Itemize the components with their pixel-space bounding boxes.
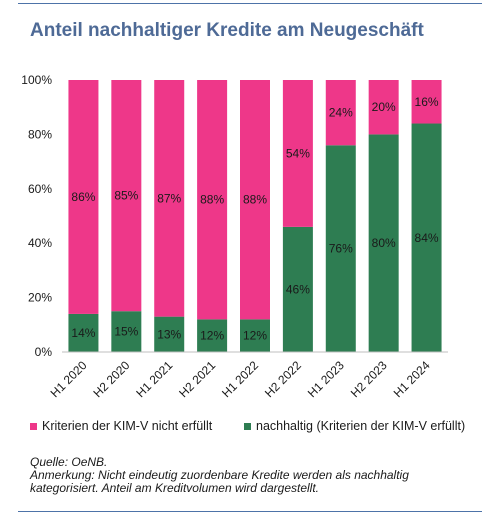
x-tick-label: H1 2024 [391,358,433,400]
data-label-nachhaltig: 80% [372,236,396,250]
y-tick-label: 60% [28,182,52,196]
x-tick-label: H1 2020 [48,358,90,400]
data-label-nicht-erfuellt: 54% [286,146,310,160]
bar-nicht-erfuellt [411,80,442,124]
bar-nachhaltig [111,311,142,352]
data-label-nachhaltig: 12% [243,329,267,343]
bar-nachhaltig [197,319,228,352]
data-label-nicht-erfuellt: 86% [71,190,95,204]
data-label-nachhaltig: 15% [114,325,138,339]
y-tick-label: 80% [28,127,52,141]
source-note: Quelle: OeNB. [30,455,108,469]
x-tick-label: H1 2021 [133,358,175,400]
legend-swatch-nicht-erfuellt [30,422,37,430]
data-label-nachhaltig: 12% [200,329,224,343]
data-label-nicht-erfuellt: 85% [114,189,138,203]
data-label-nicht-erfuellt: 88% [243,193,267,207]
remark-line-1: Anmerkung: Nicht eindeutig zuordenbare K… [30,468,409,482]
y-tick-label: 100% [21,73,52,87]
bar-nicht-erfuellt [282,80,313,227]
legend-label-nachhaltig: nachhaltig (Kriterien der KIM-V erfüllt) [256,419,466,433]
data-label-nachhaltig: 46% [286,282,310,296]
bar-nachhaltig [240,319,270,352]
legend-label-nicht-erfuellt: Kriterien der KIM-V nicht erfüllt [42,419,213,433]
legend: Kriterien der KIM-V nicht erfüllt nachha… [0,419,500,443]
data-label-nachhaltig: 13% [157,327,181,341]
y-tick-label: 0% [35,345,53,359]
bar-nachhaltig [411,123,442,353]
bar-nachhaltig [68,313,99,352]
stacked-bar-chart: 0% 20% 40% 60% 80% 100% 14% 86% H1 2020 15% 85% H2 … [21,73,448,400]
x-tick-label: H2 2023 [348,358,390,400]
x-tick-label: H2 2020 [90,358,132,400]
data-label-nachhaltig: 14% [71,326,95,340]
bar-nicht-erfuellt [240,80,270,320]
y-tick-label: 20% [28,291,52,305]
legend-swatch-nachhaltig [244,422,251,430]
bar-nachhaltig [325,145,356,352]
notes: Quelle: OeNB. Anmerkung: Nicht eindeutig… [30,456,409,495]
data-label-nicht-erfuellt: 87% [157,191,181,205]
bottom-rule [18,511,482,512]
bar-nicht-erfuellt [368,80,399,135]
bar-nicht-erfuellt [325,80,356,146]
data-label-nicht-erfuellt: 24% [329,106,353,120]
data-label-nachhaltig: 76% [329,242,353,256]
legend-item-nicht-erfuellt: Kriterien der KIM-V nicht erfüllt [30,419,212,433]
x-tick-label: H2 2021 [176,358,218,400]
bar-nachhaltig [282,226,313,352]
top-rule [18,3,482,4]
bar-nicht-erfuellt [68,80,99,314]
bar-nachhaltig [154,316,185,352]
bar-nachhaltig [368,134,399,352]
data-label-nicht-erfuellt: 88% [200,193,224,207]
remark-line-2: kategorisiert. Anteil am Kreditvolumen w… [30,481,320,495]
bar-nicht-erfuellt [111,80,142,312]
x-tick-label: H1 2022 [219,358,261,400]
y-tick-label: 40% [28,236,52,250]
bar-nicht-erfuellt [154,80,185,317]
data-label-nicht-erfuellt: 16% [415,95,439,109]
data-label-nicht-erfuellt: 20% [372,100,396,114]
x-tick-label: H1 2023 [305,358,347,400]
bar-nicht-erfuellt [197,80,228,320]
x-tick-label: H2 2022 [262,358,304,400]
legend-item-nachhaltig: nachhaltig (Kriterien der KIM-V erfüllt) [244,419,465,433]
data-label-nachhaltig: 84% [415,231,439,245]
chart-title: Anteil nachhaltiger Kredite am Neugeschä… [30,20,424,41]
